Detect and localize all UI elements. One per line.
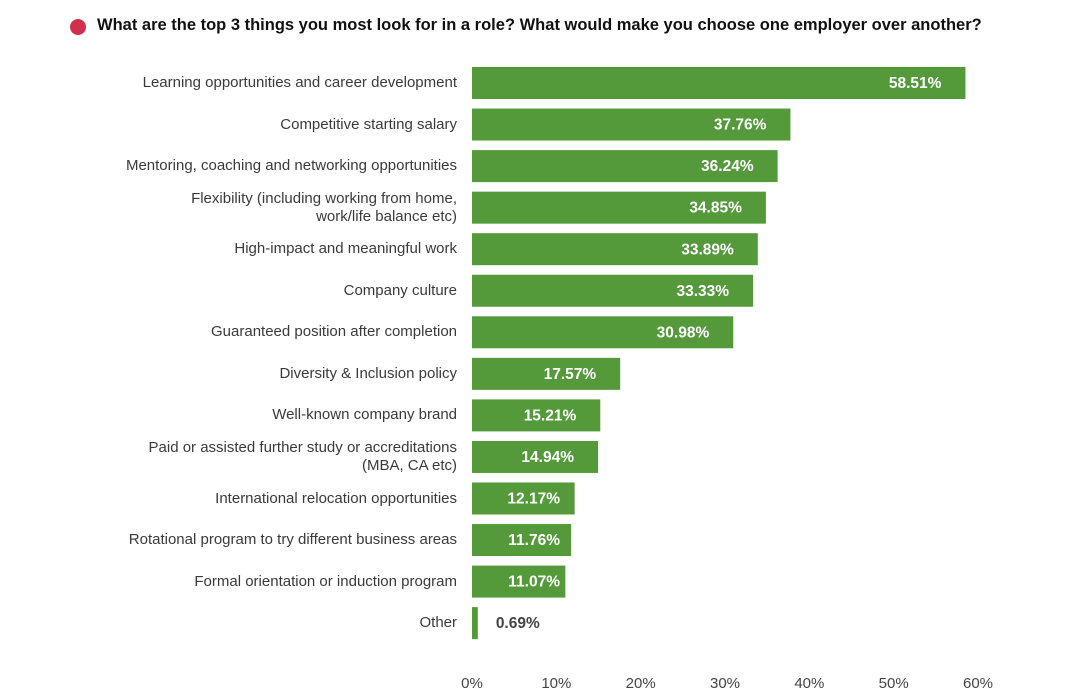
bar bbox=[472, 316, 734, 349]
bar bbox=[472, 524, 572, 557]
x-tick-label: 40% bbox=[794, 675, 824, 692]
x-tick-label: 20% bbox=[626, 675, 656, 692]
chart-title: What are the top 3 things you most look … bbox=[97, 16, 982, 34]
category-label: Diversity & Inclusion policy bbox=[279, 364, 457, 382]
value-label: 34.85% bbox=[689, 200, 742, 217]
x-tick-label: 0% bbox=[461, 675, 483, 692]
category-label: Mentoring, coaching and networking oppor… bbox=[125, 157, 457, 175]
value-label: 11.07% bbox=[508, 574, 560, 591]
value-label: 12.17% bbox=[507, 491, 560, 508]
value-label: 36.24% bbox=[701, 158, 754, 175]
value-label: 37.76% bbox=[714, 117, 767, 134]
value-label: 33.33% bbox=[677, 283, 730, 300]
value-label: 30.98% bbox=[657, 324, 710, 341]
bar bbox=[472, 67, 966, 99]
x-tick-label: 50% bbox=[879, 675, 909, 692]
x-tick-label: 10% bbox=[541, 675, 571, 692]
value-label: 15.21% bbox=[524, 407, 577, 424]
category-label: Flexibility (including working from home… bbox=[191, 189, 457, 225]
category-label: Other bbox=[419, 614, 457, 632]
value-label: 0.69% bbox=[496, 615, 540, 632]
value-label: 14.94% bbox=[521, 449, 574, 466]
bar bbox=[472, 274, 754, 307]
value-label: 33.89% bbox=[681, 241, 734, 258]
bar bbox=[472, 108, 791, 141]
bar bbox=[472, 191, 766, 224]
category-label: Formal orientation or induction program bbox=[194, 572, 457, 590]
category-label: High-impact and meaningful work bbox=[234, 240, 457, 258]
value-label: 11.76% bbox=[508, 532, 560, 549]
value-label: 17.57% bbox=[544, 366, 597, 383]
bar bbox=[472, 233, 758, 266]
category-label: Guaranteed position after completion bbox=[211, 323, 457, 341]
title-bullet bbox=[70, 19, 86, 35]
x-tick-label: 60% bbox=[963, 675, 993, 692]
value-label: 58.51% bbox=[889, 75, 942, 92]
bar bbox=[472, 440, 598, 473]
category-label: Well-known company brand bbox=[272, 406, 457, 424]
bar bbox=[472, 357, 621, 390]
bar bbox=[472, 150, 778, 183]
category-label: Rotational program to try different busi… bbox=[128, 531, 457, 549]
category-label: International relocation opportunities bbox=[215, 489, 457, 507]
bar bbox=[472, 607, 478, 640]
category-label: Company culture bbox=[343, 281, 457, 299]
category-label: Learning opportunities and career develo… bbox=[142, 74, 457, 91]
category-label: Paid or assisted further study or accred… bbox=[148, 438, 457, 474]
bar bbox=[472, 482, 575, 515]
bar bbox=[472, 399, 601, 432]
category-label: Competitive starting salary bbox=[280, 115, 457, 133]
bar bbox=[472, 565, 566, 598]
x-tick-label: 30% bbox=[710, 675, 740, 692]
